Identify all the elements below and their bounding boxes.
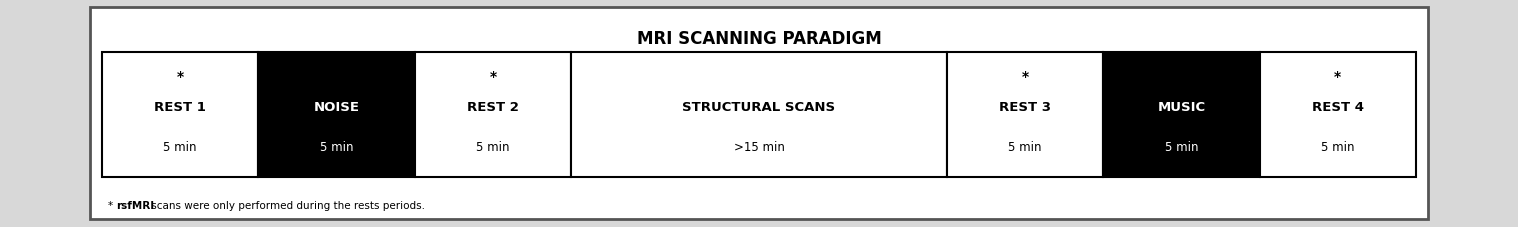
Bar — [90, 8, 1428, 219]
Bar — [258, 53, 414, 177]
Text: MRI SCANNING PARADIGM: MRI SCANNING PARADIGM — [636, 30, 882, 48]
Bar — [414, 53, 571, 177]
Bar — [1260, 53, 1416, 177]
Text: 5 min: 5 min — [477, 141, 510, 154]
Text: NOISE: NOISE — [314, 101, 360, 114]
Bar — [571, 53, 947, 177]
Text: *: * — [489, 70, 496, 84]
Text: 5 min: 5 min — [1008, 141, 1041, 154]
Text: *: * — [108, 200, 117, 210]
Text: REST 3: REST 3 — [999, 101, 1050, 114]
Text: *: * — [1334, 70, 1342, 84]
Text: 5 min: 5 min — [1164, 141, 1198, 154]
Text: *: * — [176, 70, 184, 84]
Text: REST 1: REST 1 — [155, 101, 206, 114]
Text: STRUCTURAL SCANS: STRUCTURAL SCANS — [683, 101, 835, 114]
Bar — [1104, 53, 1260, 177]
Bar — [947, 53, 1104, 177]
Text: *: * — [1022, 70, 1029, 84]
Text: REST 4: REST 4 — [1312, 101, 1363, 114]
Bar — [102, 53, 258, 177]
Text: MUSIC: MUSIC — [1157, 101, 1205, 114]
Text: 5 min: 5 min — [164, 141, 197, 154]
Text: scans were only performed during the rests periods.: scans were only performed during the res… — [147, 200, 425, 210]
Text: 5 min: 5 min — [1321, 141, 1354, 154]
Text: >15 min: >15 min — [733, 141, 785, 154]
Text: 5 min: 5 min — [320, 141, 354, 154]
Text: rsfMRI: rsfMRI — [115, 200, 155, 210]
Text: REST 2: REST 2 — [468, 101, 519, 114]
